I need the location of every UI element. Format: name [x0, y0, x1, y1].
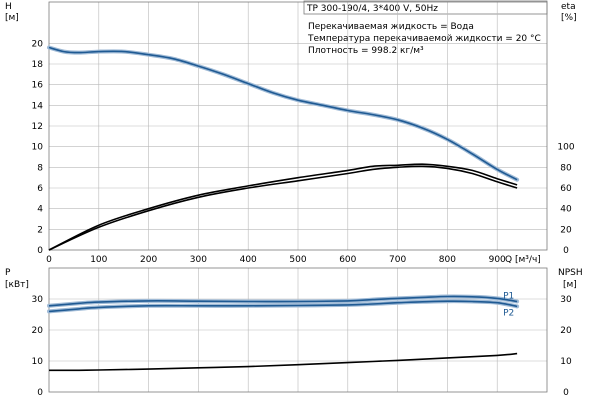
upper-right-axis-title-symbol: eta — [561, 2, 576, 12]
temperature-info-line: Температура перекачиваемой жидкости = 20… — [307, 34, 541, 44]
upper-left-axis-title-symbol: H — [5, 2, 12, 12]
upper-right-tick-label: 100 — [557, 143, 574, 153]
x-tick-label: 800 — [439, 255, 456, 265]
lower-left-axis-title-unit: [кВт] — [5, 280, 29, 290]
upper-right-axis-title-unit: [%] — [561, 13, 577, 23]
lower-left-tick-label: 0 — [37, 388, 43, 398]
lower-right-axis-title-symbol: NPSH — [558, 268, 583, 278]
upper-right-tick-label: 80 — [560, 163, 572, 173]
series-label-p1: P1 — [503, 291, 514, 301]
lower-right-tick-label: 20 — [560, 326, 572, 336]
x-tick-label: 0 — [46, 255, 52, 265]
x-tick-label: 700 — [389, 255, 406, 265]
series-label-p2: P2 — [503, 308, 514, 318]
upper-left-tick-label: 14 — [32, 101, 44, 111]
lower-left-axis-title-symbol: P — [5, 268, 11, 278]
upper-left-axis-title-unit: [м] — [5, 13, 19, 23]
x-tick-label: 500 — [289, 255, 306, 265]
lower-series-3-line — [48, 352, 518, 372]
density-info-line: Плотность = 998.2 кг/м³ — [308, 46, 424, 56]
upper-series-1-line-halo — [47, 45, 520, 182]
x-tick-label: 300 — [190, 255, 207, 265]
x-tick-label: 600 — [339, 255, 356, 265]
upper-right-tick-label: 20 — [560, 225, 572, 235]
x-tick-label: 400 — [240, 255, 257, 265]
upper-left-tick-label: 4 — [37, 205, 43, 215]
lower-left-tick-label: 30 — [32, 295, 44, 305]
model-name: TP 300-190/4, 3*400 V, 50Hz — [306, 4, 438, 14]
x-axis-title-unit: [м³/ч] — [515, 255, 541, 265]
upper-series-3-line — [48, 163, 518, 251]
lower-left-tick-label: 10 — [32, 357, 44, 367]
upper-left-tick-label: 0 — [37, 246, 43, 256]
fluid-info-line: Перекачиваемая жидкость = Вода — [308, 22, 474, 32]
x-axis-title-symbol: Q — [505, 255, 512, 265]
upper-right-tick-label: 0 — [563, 246, 569, 256]
lower-right-tick-label: 10 — [560, 357, 572, 367]
lower-series-p1-line — [48, 295, 518, 307]
upper-left-tick-label: 2 — [37, 225, 43, 235]
lower-series-p2-line — [48, 300, 518, 313]
upper-plot-frame — [48, 1, 548, 251]
upper-left-tick-label: 20 — [32, 39, 44, 49]
upper-series-2-line — [48, 165, 518, 251]
upper-left-tick-label: 16 — [32, 81, 44, 91]
upper-left-tick-label: 6 — [37, 184, 43, 194]
upper-left-tick-label: 8 — [37, 163, 43, 173]
lower-right-tick-label: 0 — [563, 388, 569, 398]
upper-left-tick-label: 10 — [32, 143, 44, 153]
lower-plot-frame — [48, 267, 548, 393]
upper-right-tick-label: 40 — [560, 205, 572, 215]
x-tick-label: 200 — [140, 255, 157, 265]
upper-series-1-line — [48, 46, 518, 181]
upper-left-tick-label: 18 — [32, 60, 44, 70]
lower-right-axis-title-unit: [м] — [563, 280, 577, 290]
x-tick-label: 900 — [489, 255, 506, 265]
lower-left-tick-label: 20 — [32, 326, 44, 336]
lower-right-tick-label: 30 — [560, 295, 572, 305]
x-tick-label: 100 — [90, 255, 107, 265]
upper-left-tick-label: 12 — [32, 122, 43, 132]
upper-right-tick-label: 60 — [560, 184, 572, 194]
